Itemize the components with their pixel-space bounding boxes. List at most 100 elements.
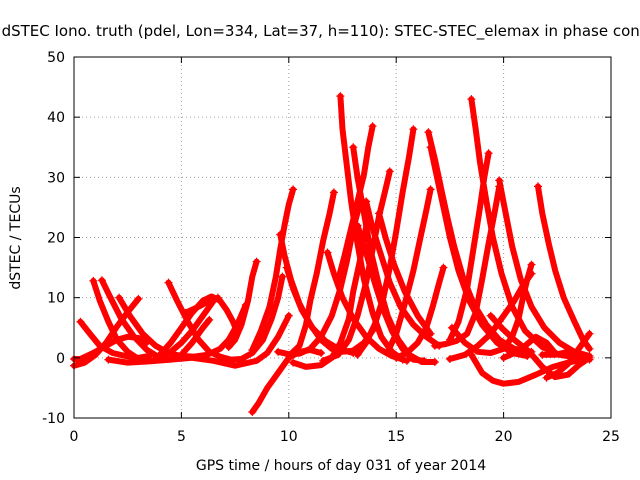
data-point-marker — [542, 373, 551, 382]
x-axis-label: GPS time / hours of day 031 of year 2014 — [196, 458, 486, 474]
data-point-marker — [424, 128, 433, 137]
data-point-marker — [336, 92, 345, 101]
data-point-marker — [585, 344, 594, 353]
data-point-marker — [89, 276, 98, 285]
data-point-marker — [278, 272, 287, 281]
series-track — [449, 261, 535, 356]
data-point-marker — [282, 263, 291, 272]
data-point-marker — [205, 315, 214, 324]
data-point-marker — [585, 355, 594, 364]
series-track — [500, 333, 559, 361]
x-tick-label: 0 — [70, 429, 79, 445]
data-point-marker — [317, 349, 326, 358]
data-point-marker — [392, 353, 401, 362]
data-point-marker — [538, 350, 547, 359]
data-point-marker — [349, 143, 358, 152]
data-point-marker — [439, 263, 448, 272]
series-track — [487, 312, 593, 381]
series-track — [324, 249, 410, 364]
series-track — [354, 126, 417, 358]
series-track — [384, 186, 434, 355]
series-track — [468, 96, 582, 361]
x-tick-label: 10 — [280, 429, 298, 445]
data-point-marker — [499, 353, 508, 362]
data-point-marker — [181, 308, 190, 317]
data-point-marker — [445, 355, 454, 364]
series-track — [539, 348, 593, 363]
data-point-marker — [385, 167, 394, 176]
data-point-marker — [134, 294, 143, 303]
data-point-marker — [248, 346, 257, 355]
data-series — [70, 92, 594, 416]
axis-ticks: -10 0 10 20 30 40 50 0 5 10 15 20 25 — [42, 50, 620, 445]
data-point-marker — [224, 343, 233, 352]
x-tick-label: 15 — [387, 429, 405, 445]
data-point-marker — [289, 358, 298, 367]
data-point-marker — [248, 407, 257, 416]
data-point-marker — [430, 358, 439, 367]
data-point-marker — [353, 350, 362, 359]
series-track — [468, 351, 587, 387]
data-point-marker — [164, 278, 173, 287]
data-point-marker — [585, 329, 594, 338]
series-track — [496, 177, 593, 359]
y-tick-label: 40 — [47, 110, 65, 126]
data-point-marker — [484, 149, 493, 158]
data-point-marker — [329, 188, 338, 197]
series-track — [535, 183, 593, 352]
data-point-marker — [104, 355, 113, 364]
data-point-marker — [409, 125, 418, 134]
data-point-marker — [115, 293, 124, 302]
data-point-marker — [467, 350, 476, 359]
data-point-marker — [383, 347, 392, 356]
data-point-marker — [426, 143, 435, 152]
data-point-marker — [252, 257, 261, 266]
y-tick-label: 20 — [47, 231, 65, 247]
series-track — [285, 189, 337, 359]
data-point-marker — [155, 350, 164, 359]
y-tick-label: 10 — [47, 291, 65, 307]
data-point-marker — [445, 335, 454, 344]
data-point-marker — [143, 338, 152, 347]
data-point-marker — [284, 311, 293, 320]
chart-title: dSTEC Iono. truth (pdel, Lon=334, Lat=37… — [2, 22, 640, 41]
series-track — [225, 258, 260, 350]
series-track — [337, 93, 406, 363]
data-point-marker — [289, 185, 298, 194]
series-track — [71, 333, 150, 362]
data-point-marker — [284, 352, 293, 361]
data-point-marker — [495, 176, 504, 185]
series-track — [543, 330, 593, 381]
data-point-marker — [97, 276, 106, 285]
series-track — [182, 294, 221, 316]
data-point-marker — [486, 311, 495, 320]
data-point-marker — [533, 182, 542, 191]
x-tick-label: 20 — [495, 429, 513, 445]
data-point-marker — [323, 248, 332, 257]
x-tick-label: 25 — [602, 429, 620, 445]
series-track — [335, 123, 376, 283]
data-point-marker — [448, 323, 457, 332]
y-tick-label: 30 — [47, 170, 65, 186]
data-point-marker — [274, 347, 283, 356]
data-point-marker — [276, 230, 285, 239]
series-track — [249, 186, 297, 353]
series-track — [105, 312, 292, 369]
data-point-marker — [213, 293, 222, 302]
y-tick-label: 0 — [56, 351, 65, 367]
data-point-marker — [527, 260, 536, 269]
data-point-marker — [467, 95, 476, 104]
data-point-marker — [375, 209, 384, 218]
series-track — [376, 210, 434, 337]
y-tick-label: -10 — [42, 411, 65, 427]
series-track — [290, 213, 372, 370]
y-tick-label: 50 — [47, 50, 65, 66]
data-point-marker — [334, 275, 343, 284]
data-point-marker — [426, 185, 435, 194]
data-point-marker — [319, 356, 328, 365]
data-point-marker — [368, 122, 377, 131]
x-tick-label: 5 — [177, 429, 186, 445]
data-point-marker — [430, 341, 439, 350]
y-axis-label: dSTEC / TECUs — [8, 186, 24, 289]
